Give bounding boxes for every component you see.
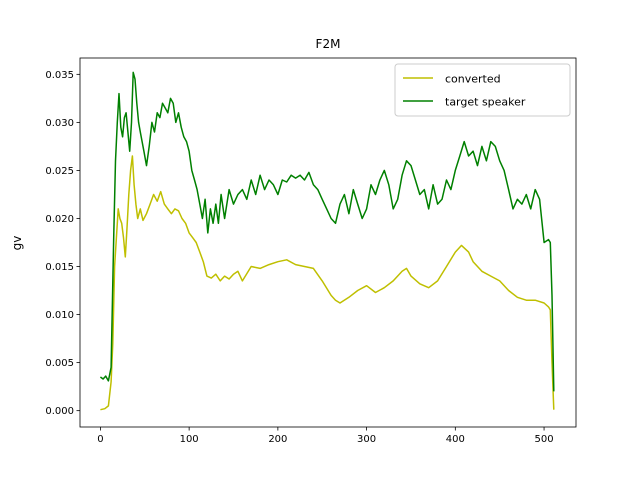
x-tick-label: 200 [268,434,287,445]
series-line-target-speaker [99,71,555,392]
x-tick-label: 300 [357,434,376,445]
legend-label: converted [445,73,501,86]
series-lines [99,71,555,411]
x-tick-label: 0 [97,434,103,445]
legend-box [394,63,571,117]
x-axis-ticks: 0 100 200 300 400 500 [97,427,554,445]
y-tick-label: 0.015 [45,262,74,273]
legend-label: target speaker [445,96,526,109]
y-tick-label: 0.030 [45,118,74,129]
y-tick-label: 0.000 [45,406,74,417]
legend: converted target speaker [394,63,571,117]
series-line-converted [100,155,555,411]
plot-area-frame [79,57,577,428]
y-tick-label: 0.010 [45,310,74,321]
x-tick-label: 400 [446,434,465,445]
y-tick-label: 0.035 [45,70,74,81]
y-axis-ticks: 0.000 0.005 0.010 0.015 0.020 0.025 0.030 0.035 [45,70,80,417]
y-tick-label: 0.005 [45,358,74,369]
x-tick-label: 500 [535,434,554,445]
y-axis-label: gv [10,236,24,251]
x-tick-label: 100 [180,434,199,445]
y-tick-label: 0.025 [45,166,74,177]
chart-title: F2M [316,37,341,51]
y-tick-label: 0.020 [45,214,74,225]
